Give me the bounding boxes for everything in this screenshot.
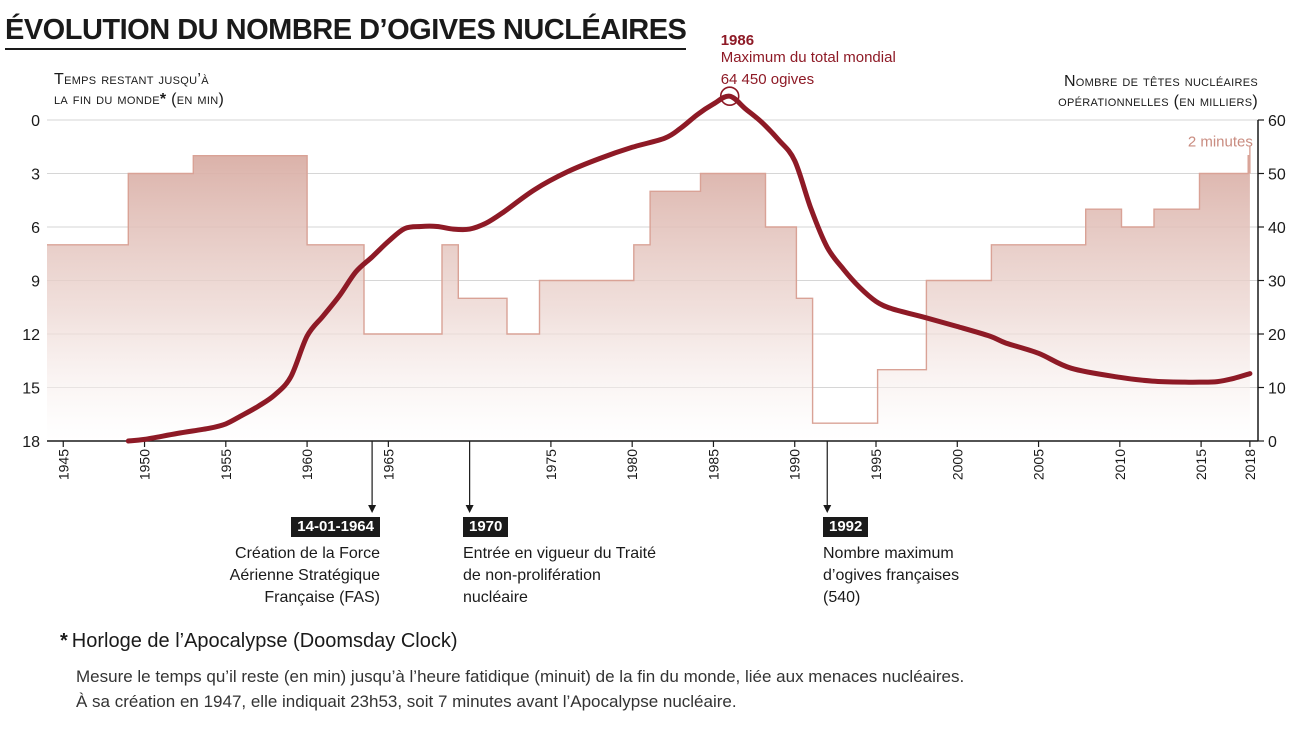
peak-annotation-value: 64 450 ogives	[721, 71, 814, 88]
right-tick-label: 30	[1268, 274, 1286, 291]
clock-area	[47, 155, 1250, 441]
x-tick-label: 1955	[218, 449, 234, 480]
warheads-line	[125, 93, 1253, 444]
footnote-line-1: Mesure le temps qu’il reste (en min) jus…	[76, 667, 965, 686]
event-1970-line-3: nucléaire	[463, 589, 528, 606]
event-1964-line-3: Française (FAS)	[264, 589, 380, 606]
event-1992-tag: 1992	[823, 517, 869, 537]
footnote-star: *	[60, 630, 68, 652]
peak-annotation-year: 1986	[721, 32, 754, 49]
right-tick-label: 20	[1268, 327, 1286, 344]
event-1970-line-2: de non-prolifération	[463, 567, 601, 584]
x-tick-label: 2000	[949, 449, 965, 480]
event-1964-line-2: Aérienne Stratégique	[229, 567, 380, 584]
left-axis-title-line-1: Temps restant jusqu’à	[54, 71, 209, 88]
x-tick-label: 2015	[1193, 449, 1209, 480]
x-tick-label: 2005	[1031, 449, 1047, 480]
right-tick-label: 10	[1268, 381, 1286, 398]
event-1992: 1992 Nombre maximum d’ogives françaises …	[823, 516, 959, 609]
chart-title: Évolution du nombre d’ogives nucléaires	[5, 14, 687, 50]
clock-step-line	[47, 155, 1250, 424]
right-axis-ticks: 0 10 20 30 40 50 60	[1258, 113, 1286, 451]
left-tick-label: 15	[22, 381, 40, 398]
right-tick-label: 40	[1268, 220, 1286, 237]
event-1964-line-1: Création de la Force	[235, 545, 380, 562]
x-tick-label: 1975	[543, 449, 559, 480]
x-tick-label: 1980	[624, 449, 640, 480]
peak-annotation-label: Maximum du total mondial	[721, 49, 896, 66]
x-tick-label: 1945	[55, 449, 71, 480]
right-axis-title-line-2: opérationnelles (en milliers)	[1058, 93, 1258, 110]
event-arrow-head	[465, 505, 474, 513]
footnote-title: * Horloge de l’Apocalypse (Doomsday Clock…	[60, 630, 458, 653]
event-1992-line-2: d’ogives françaises	[823, 567, 960, 584]
x-tick-label: 1990	[787, 449, 803, 480]
x-tick-label: 1965	[380, 449, 396, 480]
footnote-line-2: À sa création en 1947, elle indiquait 23…	[76, 692, 737, 711]
x-tick-label: 1960	[299, 449, 315, 480]
clock-2min-label: 2 minutes	[1188, 134, 1253, 151]
event-1970-line-1: Entrée en vigueur du Traité	[463, 545, 657, 562]
event-1970: 1970 Entrée en vigueur du Traité de non-…	[463, 516, 656, 609]
x-tick-label: 2018	[1242, 449, 1258, 480]
event-1992-line-3: (540)	[823, 589, 861, 606]
event-arrow-head	[368, 505, 377, 513]
x-tick-label: 2010	[1112, 449, 1128, 480]
footnote-body: Mesure le temps qu’il reste (en min) jus…	[76, 664, 964, 714]
left-axis-title: Temps restant jusqu’à la fin du monde* (…	[54, 70, 224, 110]
x-axis-ticks: 1945 1950 1955 1960 1965 1975 1980 1985 1990 1995…	[55, 441, 1258, 480]
footnote-asterisk: *	[159, 91, 167, 108]
right-axis-title-line-1: Nombre de têtes nucléaires	[1063, 73, 1258, 90]
footnote-title-text: Horloge de l’Apocalypse (Doomsday Clock)	[71, 630, 458, 652]
event-arrow-head	[823, 505, 832, 513]
x-tick-label: 1995	[868, 449, 884, 480]
event-1970-tag: 1970	[463, 517, 509, 537]
left-axis-title-line-2-text: la fin du monde	[54, 91, 160, 108]
left-tick-label: 9	[31, 274, 40, 291]
left-axis-title-unit: (en min)	[171, 91, 225, 108]
right-tick-label: 0	[1268, 434, 1277, 451]
peak-marker	[719, 86, 740, 106]
event-1964: 14-01-1964 Création de la Force Aérienne…	[230, 516, 380, 609]
left-tick-label: 6	[31, 220, 40, 237]
right-axis-title: Nombre de têtes nucléaires opérationnell…	[1058, 72, 1258, 112]
event-1964-tag: 14-01-1964	[291, 517, 380, 537]
left-tick-label: 0	[31, 113, 40, 130]
x-tick-label: 1950	[137, 449, 153, 480]
left-tick-label: 3	[31, 167, 40, 184]
event-1992-line-1: Nombre maximum	[823, 545, 954, 562]
left-axis-title-line-2: la fin du monde* (en min)	[54, 90, 224, 110]
event-arrows	[368, 441, 832, 513]
left-tick-label: 12	[22, 327, 40, 344]
left-tick-label: 18	[22, 434, 40, 451]
right-tick-label: 60	[1268, 113, 1286, 130]
left-axis-ticks: 0 3 6 9 12 15 18	[22, 113, 40, 451]
right-tick-label: 50	[1268, 167, 1286, 184]
x-tick-label: 1985	[705, 449, 721, 480]
